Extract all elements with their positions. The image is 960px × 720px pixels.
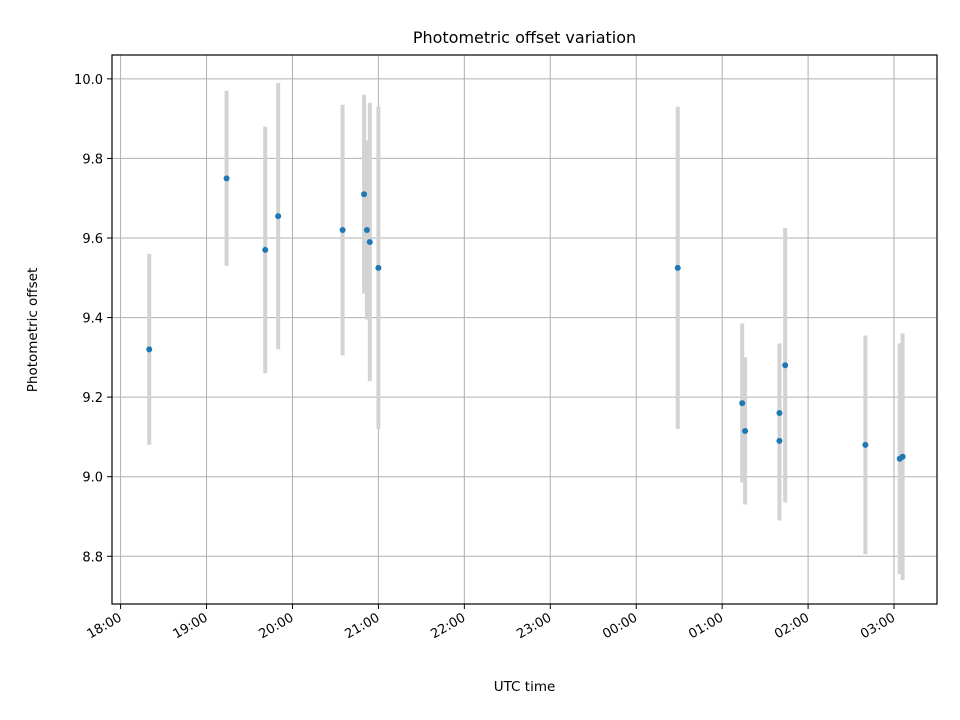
y-tick-label: 9.4: [82, 312, 103, 327]
data-point: [674, 264, 681, 271]
data-points: [146, 175, 906, 462]
x-tick-label: 19:00: [171, 610, 211, 642]
data-point: [776, 437, 783, 444]
data-point: [739, 400, 746, 407]
data-point: [776, 410, 783, 417]
data-point: [742, 427, 749, 434]
data-point: [262, 246, 269, 253]
chart-title: Photometric offset variation: [413, 28, 636, 47]
data-point: [146, 346, 153, 353]
y-tick-label: 9.6: [82, 232, 103, 247]
x-tick-label: 18:00: [85, 610, 125, 642]
plot-area: [111, 54, 938, 605]
x-tick-label: 01:00: [686, 610, 726, 642]
data-point: [782, 362, 789, 369]
data-point: [375, 264, 382, 271]
y-tick-label: 10.0: [74, 73, 103, 88]
x-tick-label: 03:00: [858, 610, 898, 642]
x-axis: 18:00 19:00 20:00 21:00 22:00 23:00 00:00 01:00…: [85, 604, 898, 642]
x-tick-label: 21:00: [342, 610, 382, 642]
x-tick-label: 23:00: [514, 610, 554, 642]
data-point: [363, 227, 370, 234]
data-point: [223, 175, 230, 182]
x-tick-label: 20:00: [257, 610, 297, 642]
data-point: [339, 227, 346, 234]
x-tick-label: 00:00: [600, 610, 640, 642]
x-tick-label: 22:00: [428, 610, 468, 642]
errorbars: [147, 82, 905, 581]
data-point: [862, 441, 869, 448]
data-point: [275, 213, 282, 220]
x-axis-label: UTC time: [494, 679, 556, 695]
data-point: [366, 238, 373, 245]
x-tick-label: 02:00: [772, 610, 812, 642]
y-tick-label: 9.0: [82, 471, 103, 486]
y-axis-label: Photometric offset: [25, 268, 41, 392]
y-axis: 8.8 9.0 9.2 9.4 9.6 9.8 10.0: [74, 73, 112, 565]
data-point: [899, 453, 906, 460]
data-point: [361, 191, 368, 198]
grid: [112, 55, 937, 604]
y-tick-label: 9.8: [82, 152, 103, 167]
y-tick-label: 8.8: [82, 550, 103, 565]
y-tick-label: 9.2: [82, 391, 103, 406]
